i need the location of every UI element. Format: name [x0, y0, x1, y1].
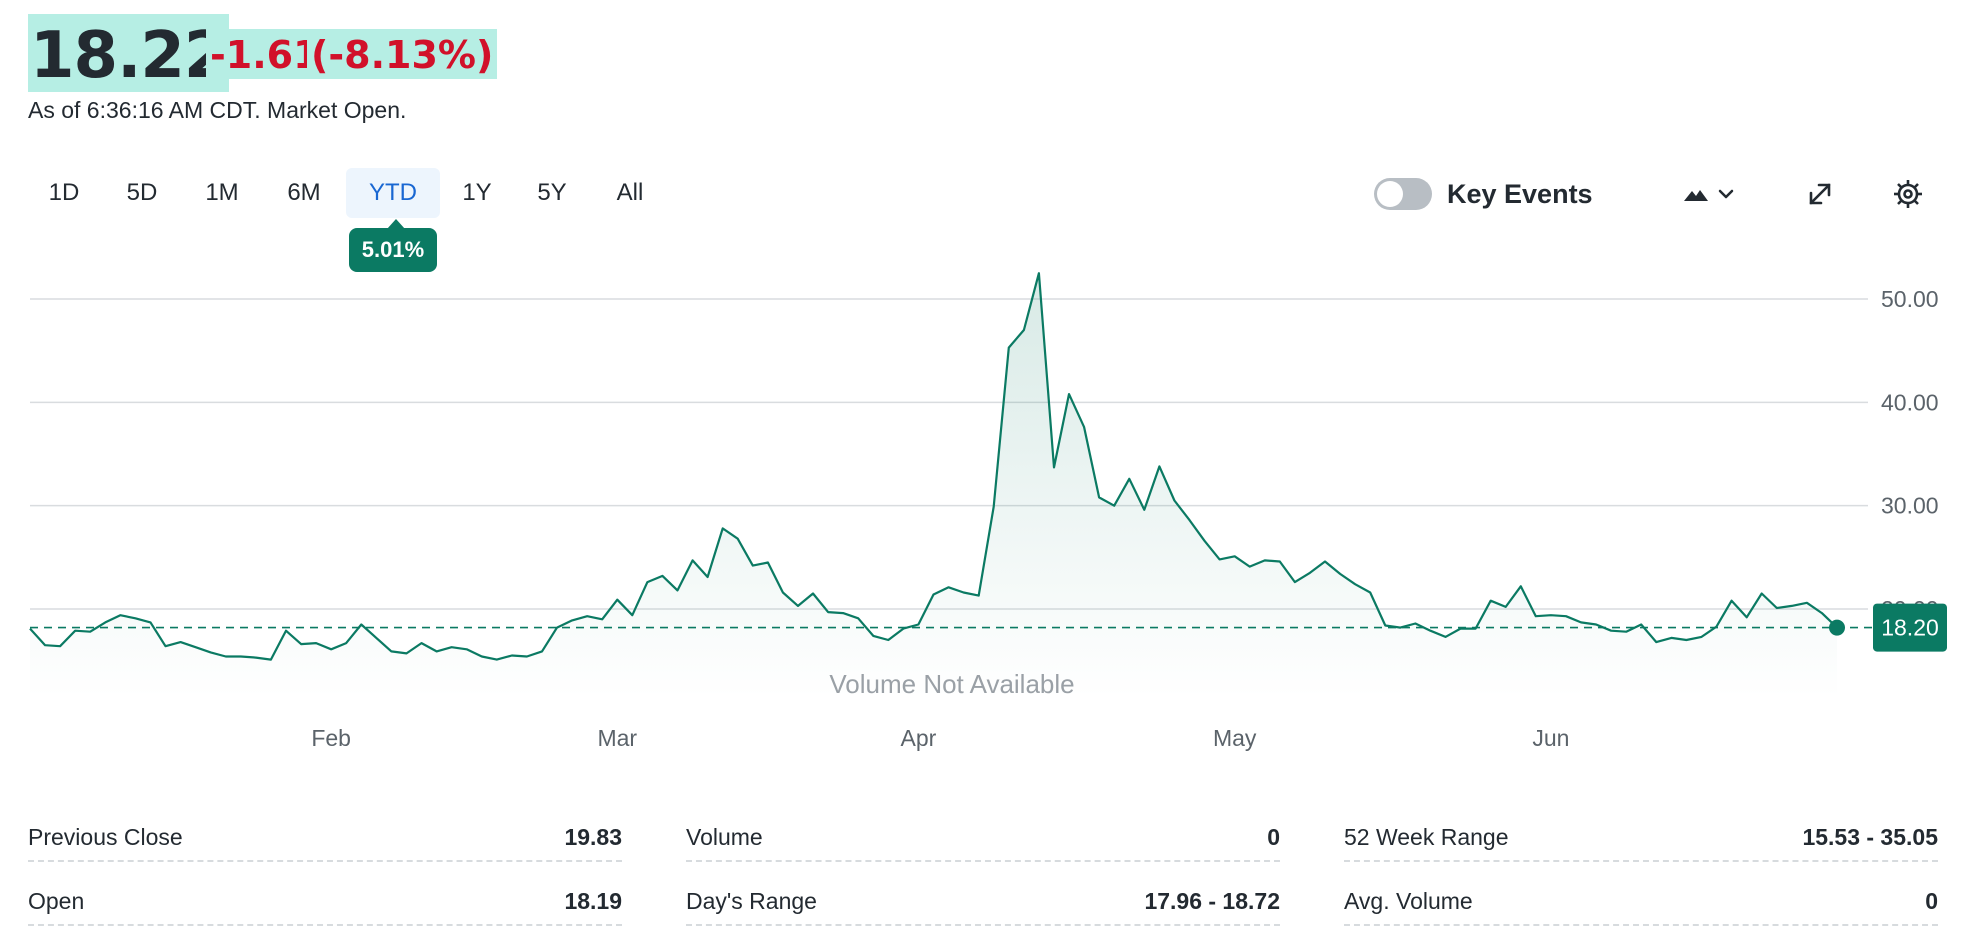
stat-label: 52 Week Range — [1344, 824, 1509, 850]
volume-not-available: Volume Not Available — [829, 669, 1074, 699]
y-tick-label: 30.00 — [1881, 493, 1939, 519]
stat-days-range: Day's Range 17.96 - 18.72 — [686, 880, 1280, 926]
last-price-badge: 18.20 — [1873, 603, 1947, 652]
range-tab-1d[interactable]: 1D — [48, 179, 80, 206]
key-events-toggle[interactable] — [1374, 178, 1432, 210]
y-tick-label: 40.00 — [1881, 389, 1939, 415]
range-change-tooltip: 5.01% — [349, 219, 437, 272]
x-tick-label: May — [1213, 725, 1257, 751]
fullscreen-button[interactable] — [1798, 172, 1842, 216]
stat-avg-volume: Avg. Volume 0 — [1344, 880, 1938, 926]
stat-value: 0 — [1925, 888, 1938, 914]
stat-open: Open 18.19 — [28, 880, 622, 926]
mountain-chart-icon — [1684, 190, 1708, 201]
range-tab-5y[interactable]: 5Y — [537, 179, 567, 206]
stat-label: Avg. Volume — [1344, 888, 1473, 914]
stat-label: Open — [28, 888, 85, 914]
range-tab-all[interactable]: All — [616, 179, 644, 206]
chart-grid — [30, 298, 1868, 610]
last-price-dot — [1829, 619, 1845, 636]
market-status-timestamp: As of 6:36:16 AM CDT. Market Open. — [28, 97, 407, 123]
price-area — [30, 273, 1837, 698]
stat-label: Previous Close — [28, 824, 183, 850]
range-tab-ytd[interactable]: YTD — [346, 168, 440, 218]
x-tick-label: Apr — [901, 725, 937, 751]
stat-volume: Volume 0 — [686, 816, 1280, 862]
key-events-label: Key Events — [1447, 179, 1593, 209]
stat-label: Volume — [686, 824, 763, 850]
stat-value: 0 — [1267, 824, 1280, 850]
expand-icon — [1809, 183, 1831, 205]
stat-value: 18.19 — [564, 888, 622, 914]
stat-previous-close: Previous Close 19.83 — [28, 816, 622, 862]
range-tab-1m[interactable]: 1M — [205, 179, 239, 206]
stat-value: 17.96 - 18.72 — [1144, 888, 1280, 914]
range-tab-6m[interactable]: 6M — [287, 179, 321, 206]
price-change-percent: (-8.13%) — [307, 29, 498, 79]
current-price: 18.22 — [28, 14, 230, 93]
range-tab-5d[interactable]: 5D — [126, 179, 158, 206]
y-tick-label: 50.00 — [1881, 286, 1939, 312]
svg-text:18.20: 18.20 — [1881, 615, 1939, 641]
chevron-down-icon — [1718, 189, 1734, 199]
range-tab-1y[interactable]: 1Y — [462, 179, 492, 206]
stat-value: 15.53 - 35.05 — [1802, 824, 1938, 850]
x-tick-label: Feb — [311, 725, 351, 751]
price-line — [29, 272, 1838, 661]
x-axis: Feb Mar Apr May Jun — [311, 725, 1569, 751]
stat-label: Day's Range — [686, 888, 817, 914]
x-tick-label: Mar — [597, 725, 637, 751]
x-tick-label: Jun — [1532, 725, 1569, 751]
toggle-knob — [1377, 181, 1403, 207]
price-change: -1.61 — [206, 29, 324, 79]
stat-value: 19.83 — [564, 824, 622, 850]
settings-button[interactable] — [1886, 172, 1930, 216]
gear-icon — [1894, 180, 1922, 208]
chart-type-button[interactable] — [1676, 172, 1740, 216]
stat-52-week-range: 52 Week Range 15.53 - 35.05 — [1344, 816, 1938, 862]
